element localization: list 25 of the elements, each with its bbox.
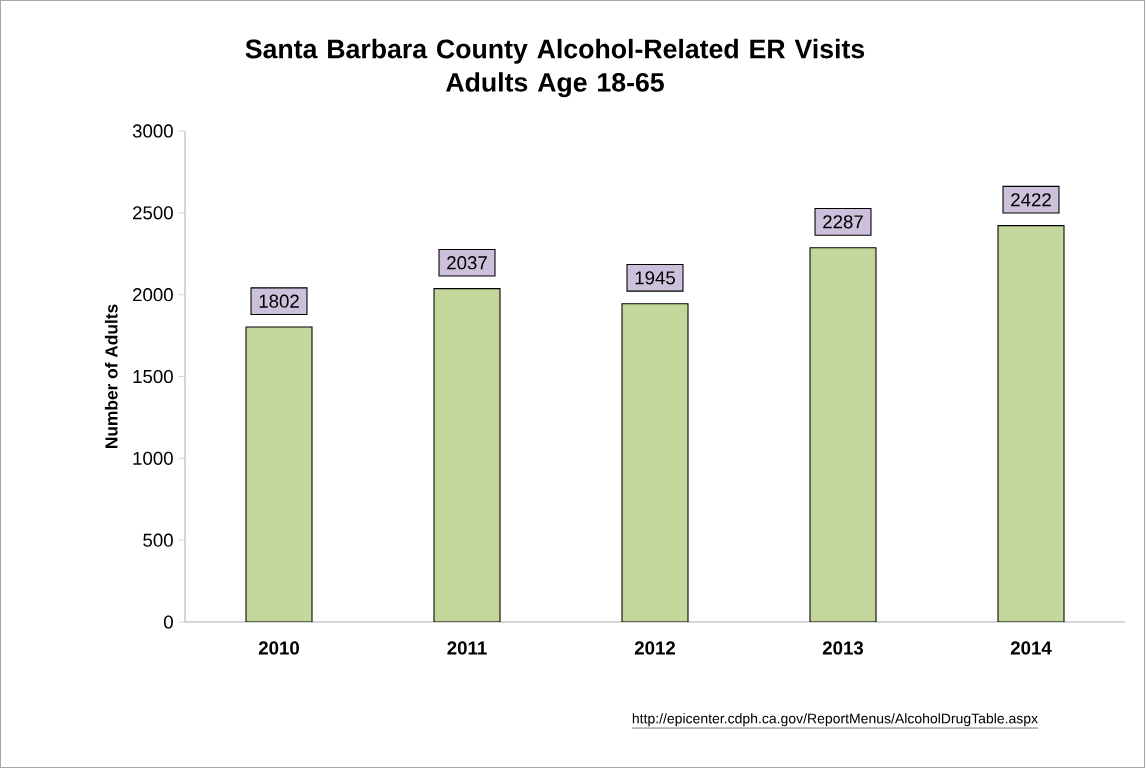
bar [997, 225, 1065, 622]
y-tick-label: 500 [143, 533, 173, 547]
bar [809, 247, 877, 622]
data-label: 1802 [259, 294, 299, 308]
data-label: 2287 [823, 215, 863, 229]
x-tick-label: 2012 [634, 641, 676, 655]
bar [245, 326, 313, 622]
data-label: 1945 [635, 271, 675, 285]
x-tick-label: 2010 [258, 641, 299, 655]
data-label: 2422 [1011, 193, 1051, 207]
y-tick-label: 3000 [132, 124, 173, 138]
bar [433, 288, 501, 622]
text: http://epicenter.cdph.ca.gov/ReportMenus/AlcoholDrugTable.aspx [632, 713, 1038, 727]
data-label: 2037 [447, 256, 487, 270]
y-tick-label: 2000 [133, 288, 173, 302]
y-axis-title: Number of Adults [104, 304, 118, 449]
y-tick-label: 2500 [133, 206, 173, 220]
chart-title: Santa Barbara County Alcohol-Related ER Visits Adults Age 18-65 [245, 38, 865, 98]
y-tick-label: 0 [163, 615, 173, 629]
x-tick-label: 2011 [447, 641, 487, 655]
bar [621, 303, 689, 622]
y-tick-label: 1000 [133, 451, 173, 465]
x-tick-label: 2014 [1010, 641, 1052, 655]
x-tick-label: 2013 [822, 641, 864, 655]
y-tick-label: 1500 [133, 369, 173, 384]
